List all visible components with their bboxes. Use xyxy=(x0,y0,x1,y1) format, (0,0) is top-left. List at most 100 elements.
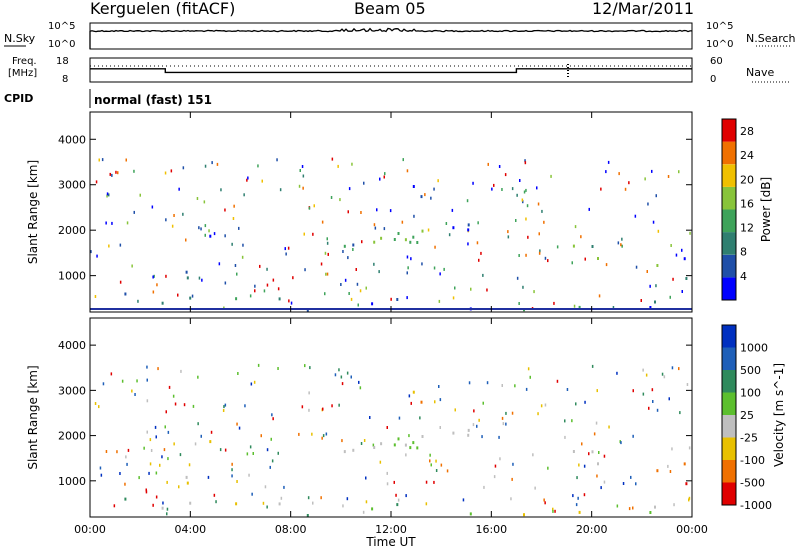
power-cell xyxy=(504,173,507,177)
velocity-cell xyxy=(502,422,505,426)
velocity-cell xyxy=(649,511,652,514)
power-cell xyxy=(182,212,184,216)
power-cell xyxy=(241,255,244,259)
power-cell xyxy=(683,257,686,261)
velocity-colorbar-segment xyxy=(722,392,736,415)
power-colorbar-segment xyxy=(722,209,736,233)
velocity-cell xyxy=(433,480,435,484)
power-cell xyxy=(383,175,385,179)
power-cell xyxy=(486,288,488,292)
velocity-cell xyxy=(136,379,138,383)
velocity-cell xyxy=(596,389,598,393)
velocity-cell xyxy=(446,469,449,473)
velocity-cell xyxy=(360,442,363,445)
velocity-cell xyxy=(143,446,145,450)
power-cell xyxy=(620,243,622,247)
velocity-cell xyxy=(238,426,241,430)
velocity-cell xyxy=(543,498,545,502)
velocity-colorbar-frame xyxy=(721,324,737,506)
power-cell xyxy=(137,299,139,303)
power-cell xyxy=(640,299,642,302)
power-cell xyxy=(612,306,615,309)
nsearch-tick-bottom: 10^0 xyxy=(706,39,733,50)
power-cell xyxy=(287,246,290,250)
velocity-cell xyxy=(577,496,579,500)
power-cell xyxy=(101,158,104,162)
velocity-cell xyxy=(350,375,352,379)
power-cell xyxy=(119,280,122,284)
velocity-cell xyxy=(237,372,239,375)
velocity-cell xyxy=(308,391,310,395)
velocity-cell xyxy=(688,498,690,502)
velocity-cell xyxy=(331,404,333,408)
power-cell xyxy=(393,238,396,241)
velocity-cell xyxy=(622,482,625,485)
velocity-cell xyxy=(224,403,227,407)
power-cell xyxy=(518,302,520,305)
power-cell xyxy=(185,270,188,274)
velocity-cell xyxy=(121,379,124,383)
velocity-cell xyxy=(673,503,675,507)
power-cell xyxy=(330,196,333,199)
velocity-cell xyxy=(642,368,644,372)
power-cell xyxy=(208,229,210,233)
velocity-cell xyxy=(498,435,500,439)
velocity-cell xyxy=(511,477,513,481)
time-tick-label: 04:00 xyxy=(174,523,206,536)
power-ytick-label: 3000 xyxy=(58,179,86,192)
power-ytick-label: 1000 xyxy=(58,270,86,283)
power-cell xyxy=(213,232,216,236)
power-cell xyxy=(224,281,227,285)
velocity-colorbar-segment xyxy=(722,325,736,348)
velocity-cell xyxy=(163,448,166,452)
velocity-cell xyxy=(250,382,253,386)
power-cell xyxy=(413,214,415,218)
velocity-cell xyxy=(481,435,483,439)
velocity-cell xyxy=(671,366,674,370)
power-cell xyxy=(298,184,301,188)
power-cell xyxy=(516,193,518,197)
power-cell xyxy=(526,204,529,208)
velocity-cell xyxy=(320,496,322,500)
power-cell xyxy=(624,187,627,191)
velocity-cell xyxy=(346,371,349,375)
velocity-cell xyxy=(668,397,670,401)
nave-tick-bottom: 0 xyxy=(710,74,716,85)
velocity-cell xyxy=(307,496,310,500)
power-cell xyxy=(635,265,638,269)
power-cell xyxy=(681,248,683,252)
xaxis-label: Time UT xyxy=(365,535,416,549)
velocity-cell xyxy=(134,393,136,396)
freq-tick-top: 18 xyxy=(56,56,69,67)
power-cell xyxy=(371,302,374,306)
power-cell xyxy=(347,256,349,260)
power-cell xyxy=(254,289,256,293)
power-cell xyxy=(588,207,590,211)
velocity-cell xyxy=(98,405,100,409)
velocity-heatmap xyxy=(94,363,691,517)
velocity-cell xyxy=(667,464,669,468)
velocity-cell xyxy=(155,435,157,439)
velocity-cell xyxy=(529,375,531,379)
power-cell xyxy=(285,252,287,256)
power-cell xyxy=(177,293,179,297)
power-cell xyxy=(421,229,424,233)
velocity-cell xyxy=(189,501,192,505)
velocity-cell xyxy=(164,425,166,429)
velocity-cell xyxy=(544,501,546,505)
power-cell xyxy=(133,210,135,214)
velocity-cell xyxy=(510,497,512,501)
velocity-cell xyxy=(105,450,108,453)
velocity-cell xyxy=(452,431,455,435)
power-cell xyxy=(543,220,545,224)
power-cell xyxy=(452,226,455,230)
velocity-cell xyxy=(197,375,199,379)
velocity-cell xyxy=(338,403,340,407)
velocity-cell xyxy=(628,507,631,511)
power-cell xyxy=(165,274,167,278)
velocity-cell xyxy=(435,459,437,463)
power-cell xyxy=(433,187,435,191)
velocity-cell xyxy=(575,402,577,406)
power-cell xyxy=(538,251,541,255)
